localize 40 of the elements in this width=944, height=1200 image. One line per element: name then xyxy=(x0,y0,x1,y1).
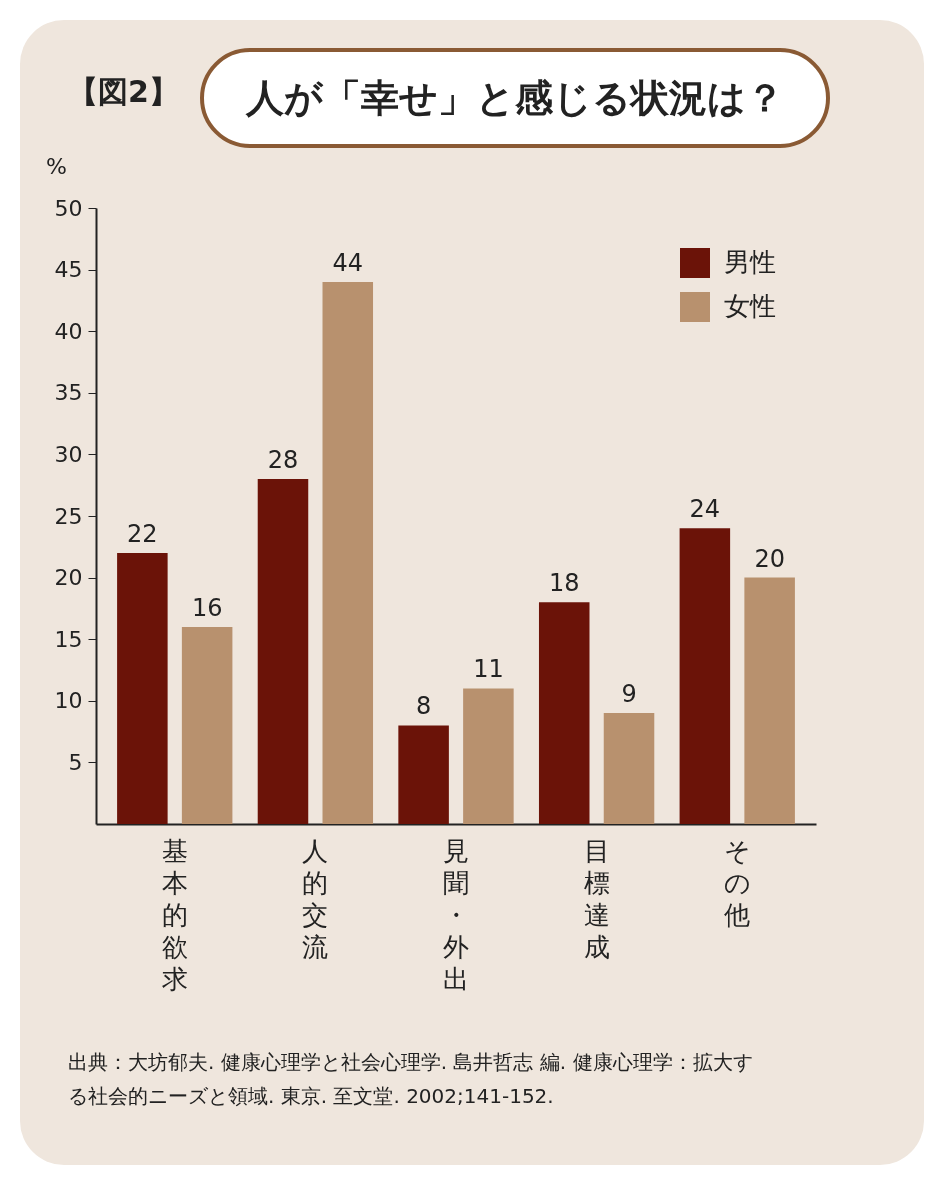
y-tick-label: 50 xyxy=(54,195,83,221)
x-tick-label: 人的交流 xyxy=(302,835,329,962)
data-label: 11 xyxy=(473,655,504,684)
bar xyxy=(679,528,731,824)
data-label: 24 xyxy=(689,495,721,524)
source-note: 出典：大坊郁夫. 健康心理学と社会心理学. 島井哲志 編. 健康心理学：拡大する社会的ニーズと領域. 東京. 至文堂. 2002;141-152. xyxy=(68,1049,754,1110)
text: 【図2】 xyxy=(68,73,179,111)
y-tick-label: 25 xyxy=(54,503,83,529)
bar xyxy=(117,552,168,824)
x-tick-label: 目標達成 xyxy=(583,835,610,962)
y-tick-label: 45 xyxy=(54,257,83,283)
y-tick-label: 15 xyxy=(54,626,83,652)
data-label: 22 xyxy=(127,519,158,548)
data-label: 20 xyxy=(754,544,785,573)
bar xyxy=(603,713,655,824)
legend-label: 女性 xyxy=(724,291,776,321)
data-label: 44 xyxy=(332,248,364,277)
bar xyxy=(538,602,590,824)
x-tick-label: 見聞・外出 xyxy=(443,835,469,994)
bar xyxy=(463,688,514,824)
y-tick-label: 10 xyxy=(54,688,83,714)
y-tick-label: 30 xyxy=(54,441,83,467)
y-tick-label: 20 xyxy=(54,565,83,591)
data-label: 8 xyxy=(415,692,432,721)
x-tick-label: その他 xyxy=(723,835,751,930)
x-tick-label: 基本的欲求 xyxy=(161,835,188,994)
bar xyxy=(322,281,374,824)
y-tick-label: 40 xyxy=(54,318,83,344)
data-label: 18 xyxy=(548,569,580,598)
data-label: 16 xyxy=(191,593,223,622)
data-label: 28 xyxy=(267,446,299,475)
y-axis-title: % xyxy=(46,153,67,179)
bar xyxy=(398,725,449,824)
bar xyxy=(181,626,233,824)
bar xyxy=(744,577,795,824)
data-label: 9 xyxy=(621,680,637,709)
legend-label: 男性 xyxy=(724,247,776,277)
y-tick-label: 35 xyxy=(54,380,83,406)
y-tick-label: 5 xyxy=(68,749,83,775)
bar xyxy=(257,479,309,824)
